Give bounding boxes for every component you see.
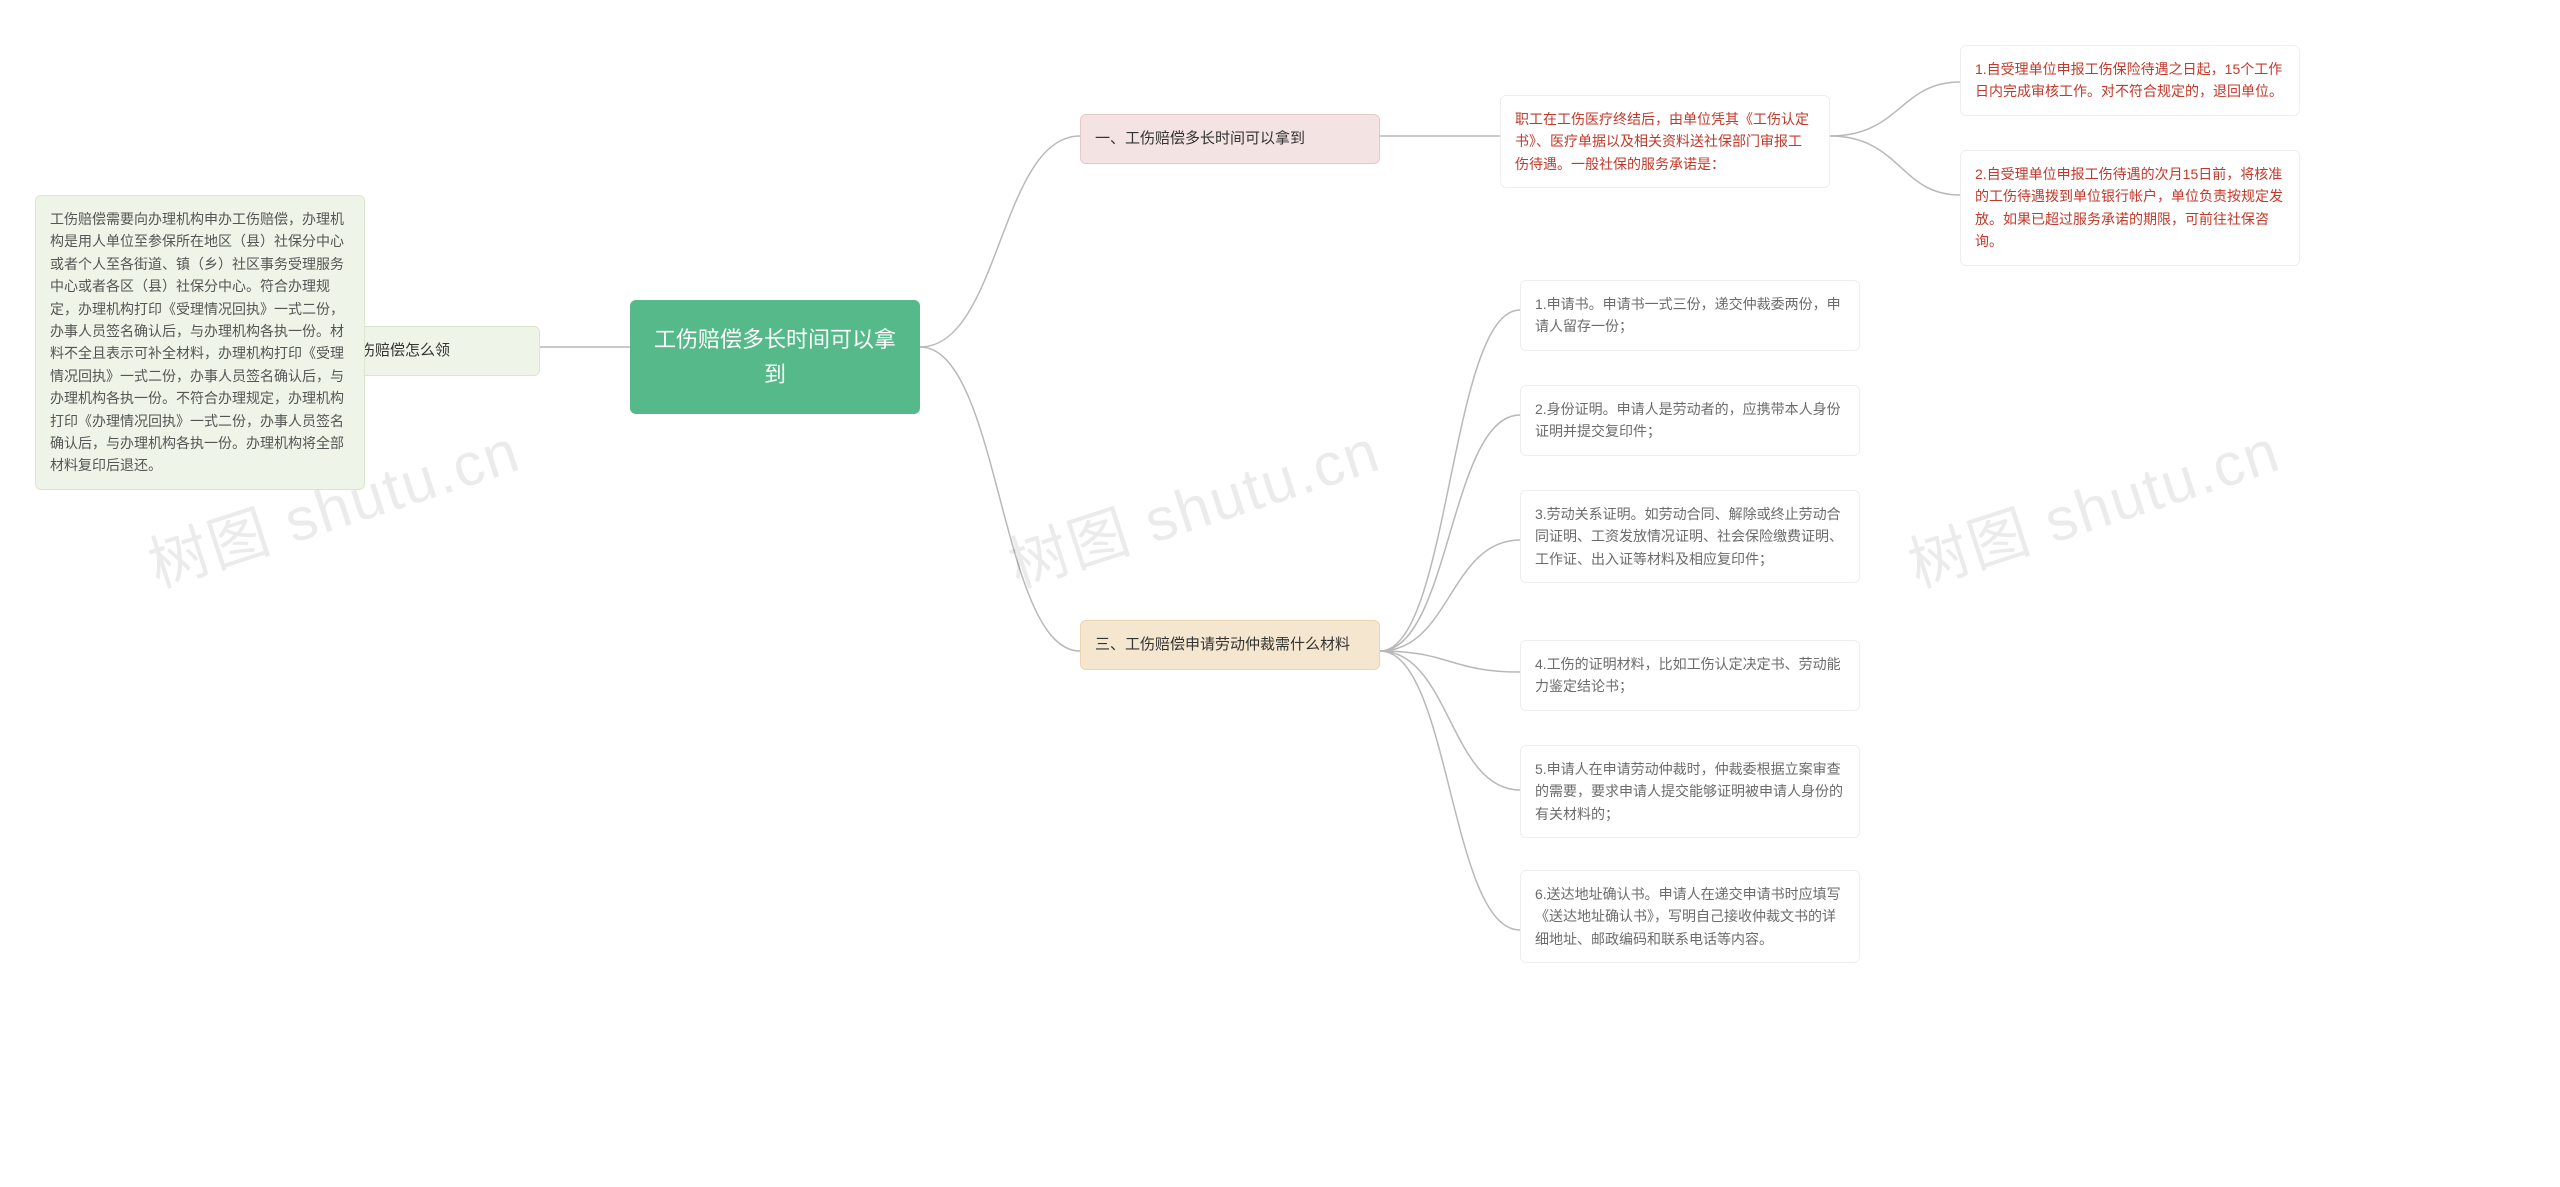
branch-3-sub-5: 5.申请人在申请劳动仲裁时，仲裁委根据立案审查的需要，要求申请人提交能够证明被申… bbox=[1520, 745, 1860, 838]
watermark: 树图 shutu.cn bbox=[996, 403, 1390, 605]
branch-1-sub-2: 2.自受理单位申报工伤待遇的次月15日前，将核准的工伤待遇拨到单位银行帐户，单位… bbox=[1960, 150, 2300, 266]
branch-3[interactable]: 三、工伤赔偿申请劳动仲裁需什么材料 bbox=[1080, 620, 1380, 670]
branch-2-detail: 工伤赔偿需要向办理机构申办工伤赔偿，办理机构是用人单位至参保所在地区（县）社保分… bbox=[35, 195, 365, 490]
branch-3-sub-6: 6.送达地址确认书。申请人在递交申请书时应填写《送达地址确认书》，写明自己接收仲… bbox=[1520, 870, 1860, 963]
branch-3-sub-3: 3.劳动关系证明。如劳动合同、解除或终止劳动合同证明、工资发放情况证明、社会保险… bbox=[1520, 490, 1860, 583]
root-node[interactable]: 工伤赔偿多长时间可以拿到 bbox=[630, 300, 920, 414]
branch-3-sub-1: 1.申请书。申请书一式三份，递交仲裁委两份，申请人留存一份； bbox=[1520, 280, 1860, 351]
branch-1[interactable]: 一、工伤赔偿多长时间可以拿到 bbox=[1080, 114, 1380, 164]
branch-1-detail: 职工在工伤医疗终结后，由单位凭其《工伤认定书》、医疗单据以及相关资料送社保部门审… bbox=[1500, 95, 1830, 188]
branch-1-sub-1: 1.自受理单位申报工伤保险待遇之日起，15个工作日内完成审核工作。对不符合规定的… bbox=[1960, 45, 2300, 116]
watermark: 树图 shutu.cn bbox=[1896, 403, 2290, 605]
branch-3-sub-2: 2.身份证明。申请人是劳动者的，应携带本人身份证明并提交复印件； bbox=[1520, 385, 1860, 456]
branch-3-sub-4: 4.工伤的证明材料，比如工伤认定决定书、劳动能力鉴定结论书； bbox=[1520, 640, 1860, 711]
